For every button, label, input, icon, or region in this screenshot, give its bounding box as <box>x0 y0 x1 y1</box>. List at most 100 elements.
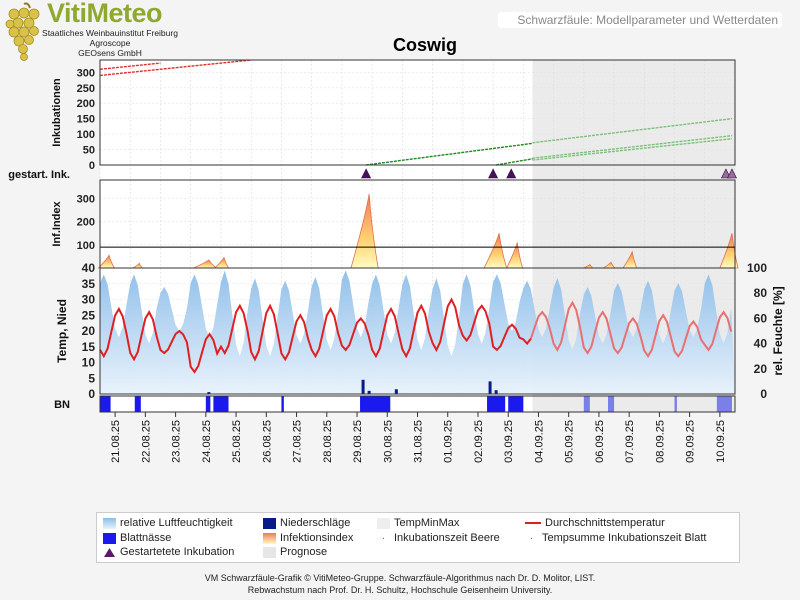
logo-line-2: Agroscope <box>89 38 131 48</box>
leaf-wetness-block <box>508 396 524 412</box>
leaf-wetness-block <box>134 396 141 412</box>
page-title: Coswig <box>392 35 457 55</box>
infindex-peak <box>213 256 230 269</box>
x-date-label: 26.08.25 <box>261 420 273 463</box>
incubation-tick-label: 150 <box>77 114 95 126</box>
temp-tick-label: 35 <box>82 277 96 291</box>
legend-item-wetness: Blattnässe <box>103 531 171 545</box>
incubation-series-line <box>532 138 733 161</box>
weather-left-axis-label: Temp, Nied <box>55 299 69 363</box>
incubation-tick-label: 100 <box>77 129 95 141</box>
leaf-wetness-block <box>100 396 111 412</box>
x-date-label: 01.09.25 <box>443 420 455 463</box>
forecast-swatch-icon <box>263 546 276 558</box>
temp-tick-label: 20 <box>82 324 96 338</box>
infindex-tick-label: 300 <box>77 194 95 206</box>
infindex-tick-label: 200 <box>77 217 95 229</box>
x-date-label: 27.08.25 <box>292 420 304 463</box>
x-date-label: 07.09.25 <box>624 420 636 463</box>
leaf-wetness-block <box>487 396 506 412</box>
infindex-peak <box>622 250 638 269</box>
humidity-tick-label: 40 <box>754 337 768 351</box>
legend-item-humidity: relative Luftfeuchtigkeit <box>103 516 233 530</box>
started-incubation-marker <box>726 168 737 179</box>
temp-tick-label: 15 <box>82 340 96 354</box>
incubation-axis-label: Inkubationen <box>51 78 63 147</box>
avg-temperature-forecast-line <box>529 300 733 359</box>
incubation-tick-label: 300 <box>77 67 95 79</box>
incubation-series-line <box>532 134 733 159</box>
leaf-wetness-forecast-block <box>674 396 677 412</box>
temp-tick-label: 0 <box>88 387 95 401</box>
precipitation-bar <box>394 389 398 394</box>
infindex-peak <box>131 262 144 269</box>
precipitation-bar <box>488 381 492 394</box>
started-incubation-marker <box>488 168 499 179</box>
leaf-wetness-block <box>281 396 284 412</box>
legend-item-incberry: · Inkubationszeit Beere <box>377 531 500 545</box>
temp-tick-label: 10 <box>82 356 96 370</box>
started-incubation-marker <box>506 168 517 179</box>
model-subtitle-box: Schwarzfäule: Modellparameter und Wetter… <box>498 12 782 28</box>
footer-line-1: VM Schwarzfäule-Grafik © VitiMeteo-Grupp… <box>204 573 596 583</box>
x-date-label: 03.09.25 <box>503 420 515 463</box>
infindex-peak <box>602 261 616 269</box>
incubation-series-line <box>99 59 252 77</box>
infindex-peak <box>506 242 524 269</box>
precipitation-bar <box>207 392 211 394</box>
x-date-label: 08.09.25 <box>654 420 666 463</box>
x-date-label: 05.09.25 <box>564 420 576 463</box>
incubation-tick-label: 0 <box>89 160 95 172</box>
infindex-peak <box>583 263 594 269</box>
x-date-label: 29.08.25 <box>352 420 364 463</box>
infindex-peak <box>719 233 739 269</box>
x-date-label: 02.09.25 <box>473 420 485 463</box>
x-date-label: 24.08.25 <box>201 420 213 463</box>
leaf-wetness-block <box>213 396 229 412</box>
legend-item-forecast: Prognose <box>263 545 327 559</box>
incubation-series-line <box>99 62 161 70</box>
logo-line-1: Staatliches Weinbauinstitut Freiburg <box>42 28 178 38</box>
grape-logo-icon <box>5 2 40 61</box>
footer-line-2: Rebwachstum nach Prof. Dr. H. Schultz, H… <box>247 585 553 595</box>
incubation-tick-label: 200 <box>77 98 95 110</box>
precip-swatch-icon <box>263 517 276 529</box>
legend-item-started: Gestartetete Inkubation <box>103 545 234 559</box>
temp-tick-label: 25 <box>82 308 96 322</box>
weather-right-axis-label: rel. Feuchte [%] <box>771 286 785 375</box>
tempminmax-swatch-icon <box>377 517 390 529</box>
wetness-swatch-icon <box>103 532 116 544</box>
legend-item-incleaf: · Tempsumme Inkubationszeit Blatt <box>525 531 707 545</box>
legend-item-tempminmax: TempMinMax <box>377 516 459 530</box>
leaf-wetness-forecast-block <box>583 396 590 412</box>
avg-temperature-line <box>99 297 532 374</box>
infindex-peak <box>483 233 508 269</box>
x-date-label: 30.08.25 <box>382 420 394 463</box>
infindex-peak <box>350 193 379 269</box>
precipitation-bar <box>361 379 365 394</box>
incleaf-dot-icon: · <box>529 532 534 544</box>
legend-item-avgtemp: Durchschnittstemperatur <box>525 516 665 530</box>
panel-frame <box>99 59 736 166</box>
x-date-label: 28.08.25 <box>322 420 334 463</box>
x-date-label: 10.09.25 <box>715 420 727 463</box>
leaf-wetness-block <box>360 396 391 412</box>
incubation-series-line <box>532 117 733 144</box>
footer-credits: VM Schwarzfäule-Grafik © VitiMeteo-Grupp… <box>0 572 800 596</box>
logo-title: VitiMeteo <box>47 0 163 28</box>
started-incubation-marker <box>361 168 372 179</box>
temp-tick-label: 40 <box>82 261 96 275</box>
infindex-peak <box>97 254 116 269</box>
precipitation-bar <box>367 390 371 394</box>
vitimeteo-logo: VitiMeteo Staatliches Weinbauinstitut Fr… <box>2 0 192 62</box>
x-date-label: 31.08.25 <box>413 420 425 463</box>
incubation-tick-label: 250 <box>77 83 95 95</box>
leaf-wetness-label: BN <box>54 399 70 411</box>
humidity-area <box>100 270 735 394</box>
humidity-tick-label: 20 <box>754 362 768 376</box>
humidity-tick-label: 80 <box>754 286 768 300</box>
humidity-tick-label: 0 <box>760 387 767 401</box>
humidity-tick-label: 100 <box>747 261 767 275</box>
logo-line-3: GEOsens GmbH <box>78 48 142 58</box>
